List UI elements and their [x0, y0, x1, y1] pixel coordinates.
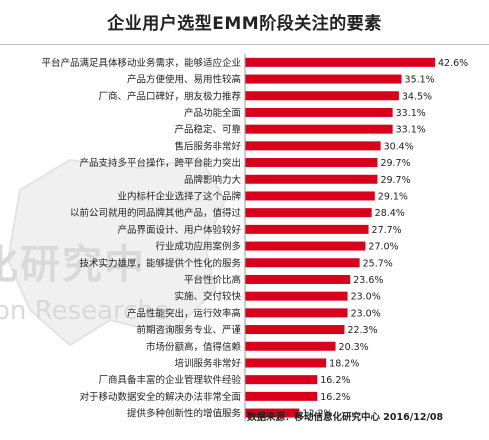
value-label: 25.7% [363, 258, 393, 269]
bar-row: 对于移动数据安全的解决办法非常全面 16.2% [79, 391, 350, 403]
category-label: 售后服务非常好 [174, 140, 241, 152]
bar [245, 57, 435, 67]
value-label: 23.0% [351, 292, 381, 303]
bar [245, 158, 378, 168]
chart-title: 企业用户选型EMM阶段关注的要素 [107, 14, 382, 34]
bar [245, 74, 402, 84]
value-label: 27.7% [372, 225, 402, 236]
category-label: 产品稳定、可靠 [174, 124, 241, 136]
bar-row: 实施、交付较快 23.0% [174, 291, 380, 303]
value-label: 16.2% [320, 375, 350, 386]
category-label: 以前公司就用的同品牌其他产品，值得过 [70, 207, 242, 219]
bar [245, 141, 381, 151]
bar-row: 业内标杆企业选择了这个品牌 29.1% [117, 190, 407, 202]
bar [245, 107, 393, 117]
category-label: 厂商具备丰富的企业管理软件经验 [98, 374, 241, 386]
value-label: 35.1% [405, 75, 435, 86]
bar [245, 308, 348, 318]
category-label: 业内标杆企业选择了这个品牌 [117, 190, 241, 202]
value-label: 30.4% [384, 141, 414, 152]
category-label: 产品功能全面 [184, 107, 241, 119]
bar-row: 行业成功应用案例多 27.0% [155, 241, 398, 253]
bar [245, 258, 360, 268]
value-label: 22.3% [347, 325, 377, 336]
category-label: 平台性价比高 [184, 274, 241, 286]
bar-row: 平台产品满足具体移动业务需求，能够适应企业 42.6% [41, 57, 468, 69]
bar [245, 241, 366, 251]
value-label: 29.1% [378, 191, 408, 202]
value-label: 16.2% [320, 392, 350, 403]
bar-row: 品牌影响力大 29.7% [184, 174, 411, 186]
category-label: 产品支持多平台操作，跨平台能力突出 [79, 157, 241, 169]
bar-row: 产品功能全面 33.1% [184, 107, 426, 119]
bar [245, 358, 327, 368]
bar-row: 厂商、产品口碑好，朋友极力推荐 34.5% [98, 90, 432, 102]
category-label: 前期咨询服务专业、严谨 [136, 324, 241, 336]
value-label: 34.5% [402, 91, 432, 102]
category-label: 产品界面设计、用户体验较好 [117, 224, 241, 236]
value-label: 29.7% [380, 158, 410, 169]
category-label: 实施、交付较快 [174, 291, 241, 303]
bar [245, 391, 318, 401]
category-label: 对于移动数据安全的解决办法非常全面 [79, 391, 241, 403]
bar [245, 408, 300, 418]
category-label: 品牌影响力大 [184, 174, 242, 186]
bar-row: 前期咨询服务专业、严谨 22.3% [136, 324, 377, 336]
title-divider [0, 44, 489, 45]
bar [245, 224, 369, 234]
bar [245, 91, 399, 101]
bar-row: 以前公司就用的同品牌其他产品，值得过 28.4% [70, 207, 405, 219]
category-label: 市场份额高，值得信赖 [146, 341, 242, 353]
bar-row: 产品稳定、可靠 33.1% [174, 124, 425, 136]
bar-row: 产品界面设计、用户体验较好 27.7% [117, 224, 401, 236]
bar [245, 375, 318, 385]
value-label: 29.7% [380, 175, 410, 186]
value-label: 23.6% [353, 275, 383, 286]
bar [245, 208, 372, 218]
value-label: 18.2% [329, 358, 359, 369]
category-label: 厂商、产品口碑好，朋友极力推荐 [98, 90, 241, 102]
value-label: 33.1% [396, 125, 426, 136]
bar-row: 售后服务非常好 30.4% [174, 140, 413, 152]
category-label: 产品性能突出，运行效率高 [127, 307, 241, 319]
value-label: 12.2% [302, 409, 332, 420]
bar [245, 325, 345, 335]
bar-row: 产品性能突出，运行效率高 23.0% [127, 307, 381, 319]
category-label: 培训服务非常好 [174, 357, 241, 369]
value-label: 27.0% [368, 242, 398, 253]
bar [245, 191, 375, 201]
bar [245, 174, 378, 184]
bar [245, 341, 336, 351]
category-label: 产品方便使用、易用性较高 [127, 74, 241, 86]
bar [245, 124, 393, 134]
bar-row: 产品方便使用、易用性较高 35.1% [127, 74, 435, 86]
source-note: 数据来源：移动信息化研究中心 2016/12/08 [247, 412, 444, 423]
value-label: 20.3% [339, 342, 369, 353]
bar [245, 274, 351, 284]
bar-row: 市场份额高，值得信赖 20.3% [146, 341, 369, 353]
value-label: 42.6% [438, 58, 468, 69]
value-label: 33.1% [396, 108, 426, 119]
category-label: 平台产品满足具体移动业务需求，能够适应企业 [41, 57, 241, 69]
bar-row: 提供多种创新性的增值服务 12.2% [127, 408, 333, 420]
bar [245, 291, 348, 301]
bar-row: 技术实力雄厚，能够提供个性化的服务 25.7% [79, 257, 392, 269]
bar-row: 产品支持多平台操作，跨平台能力突出 29.7% [79, 157, 410, 169]
value-label: 23.0% [351, 308, 381, 319]
bar-row: 厂商具备丰富的企业管理软件经验 16.2% [98, 374, 350, 386]
bar-row: 培训服务非常好 18.2% [174, 357, 359, 369]
bar-row: 平台性价比高 23.6% [184, 274, 383, 286]
category-label: 行业成功应用案例多 [155, 241, 241, 253]
category-label: 提供多种创新性的增值服务 [127, 408, 242, 420]
category-label: 技术实力雄厚，能够提供个性化的服务 [79, 257, 241, 269]
value-label: 28.4% [375, 208, 405, 219]
